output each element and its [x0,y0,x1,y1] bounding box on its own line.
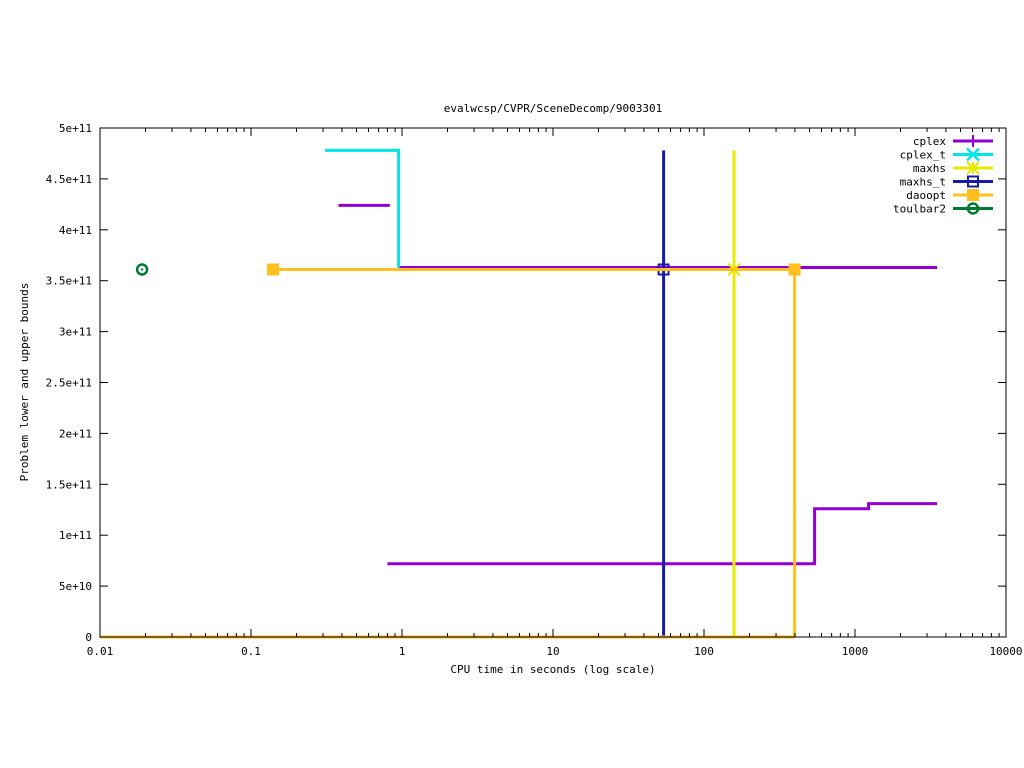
series-cplex-t [325,148,401,268]
y-axis: 0 5e+10 1e+11 1.5e+11 2e+11 2.5e+11 3e+11 3.5e+… [46,122,1006,644]
y-tick-label: 2e+11 [59,427,92,440]
legend-marker-cplex-t [966,147,980,162]
y-axis-label: Problem lower and upper bounds [18,283,31,482]
series-line-cplex [387,502,938,566]
y-tick-label: 3e+11 [59,326,92,339]
y-tick-label: 1e+11 [59,529,92,542]
x-tick-label: 1000 [842,645,869,658]
y-tick-label: 2.5e+11 [46,377,92,390]
y-tick-label: 4.5e+11 [46,173,92,186]
y-tick-label: 5e+10 [59,580,92,593]
y-tick-label: 4e+11 [59,224,92,237]
legend-item-toulbar2: toulbar2 [893,202,993,216]
series-toulbar2 [135,263,149,276]
series-line-cplex-t [325,148,401,268]
x-axis-label: CPU time in seconds (log scale) [450,663,655,676]
series-line-daoopt [273,268,797,637]
legend-marker-daoopt [967,189,979,201]
legend-item-maxhs-t: maxhs_t [900,175,993,189]
legend-label-daoopt: daoopt [906,189,946,202]
data-point-toulbar2 [135,263,149,276]
y-tick-label: 3.5e+11 [46,275,92,288]
x-tick-label: 10 [546,645,559,658]
chart-title: evalwcsp/CVPR/SceneDecomp/9003301 [444,102,663,115]
data-point-toulbar2-center [140,268,144,271]
y-tick-label: 1.5e+11 [46,478,92,491]
plot-elements [100,148,938,639]
legend-item-maxhs: maxhs [913,161,993,175]
y-tick-label: 5e+11 [59,122,92,135]
legend-label-cplex-t: cplex_t [900,149,946,162]
data-point-daoopt [267,263,280,276]
legend-label-maxhs: maxhs [913,162,946,175]
series-daoopt [100,263,801,639]
legend-label-toulbar2: toulbar2 [893,203,946,216]
x-axis: 0.01 0.1 1 10 100 1000 10000 [87,128,1023,658]
legend-item-cplex: cplex [913,135,993,148]
x-tick-label: 10000 [989,645,1022,658]
plot-frame [99,127,1007,638]
legend-item-daoopt: daoopt [906,189,993,202]
data-point-daoopt [788,263,801,276]
x-tick-label: 100 [694,645,714,658]
x-tick-label: 0.01 [87,645,114,658]
legend-item-cplex-t: cplex_t [900,147,993,162]
y-tick-label: 0 [85,631,92,644]
legend-marker-cplex [967,135,979,147]
legend-label-cplex: cplex [913,135,946,148]
legend-marker-maxhs-t [967,175,979,188]
legend-marker-toulbar2-center [971,207,975,210]
legend-marker-maxhs [966,161,980,175]
legend-marker-toulbar2 [966,202,980,215]
x-tick-label: 0.1 [241,645,261,658]
series-cplex [338,203,938,566]
x-tick-label: 1 [399,645,406,658]
legend-label-maxhs-t: maxhs_t [900,176,946,189]
